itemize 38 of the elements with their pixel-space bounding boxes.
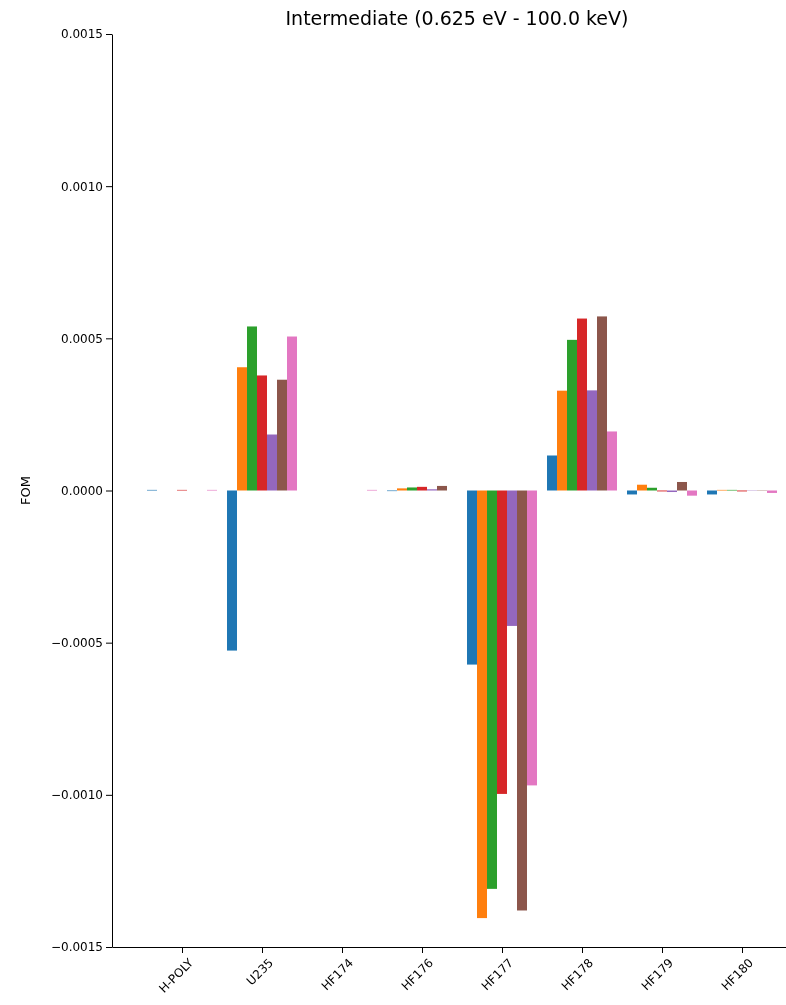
bar	[647, 487, 657, 491]
bar	[437, 485, 447, 491]
bar	[597, 316, 607, 491]
bar	[287, 336, 297, 491]
bar	[277, 379, 287, 491]
bar	[247, 326, 257, 491]
y-tick-label: 0.0010	[61, 179, 103, 194]
y-tick-label: −0.0015	[50, 940, 103, 955]
bar	[267, 434, 277, 491]
bar	[677, 481, 687, 491]
bar	[547, 455, 557, 491]
y-tick-label: 0.0005	[61, 331, 103, 346]
bar	[477, 490, 487, 919]
bar	[587, 390, 597, 491]
bar	[517, 490, 527, 911]
bar	[577, 318, 587, 491]
bar	[257, 375, 267, 491]
y-tick-label: 0.0015	[61, 27, 103, 42]
bar	[487, 490, 497, 889]
y-tick-label: −0.0005	[50, 636, 103, 651]
bar	[397, 488, 407, 491]
bar	[237, 367, 247, 491]
y-axis-title: FOM	[18, 476, 33, 505]
y-tick-label: −0.0010	[50, 788, 103, 803]
bar	[567, 339, 577, 491]
bar	[467, 490, 477, 665]
bar	[227, 490, 237, 651]
bar	[407, 487, 417, 491]
bar	[527, 490, 537, 786]
bar	[507, 490, 517, 626]
y-tick-label: 0.0000	[61, 483, 103, 498]
bar	[687, 490, 697, 496]
chart-title: Intermediate (0.625 eV - 100.0 keV)	[285, 7, 629, 29]
bar	[607, 431, 617, 491]
bar	[557, 390, 567, 491]
bar	[497, 490, 507, 794]
bar	[637, 484, 647, 491]
bar	[417, 486, 427, 491]
